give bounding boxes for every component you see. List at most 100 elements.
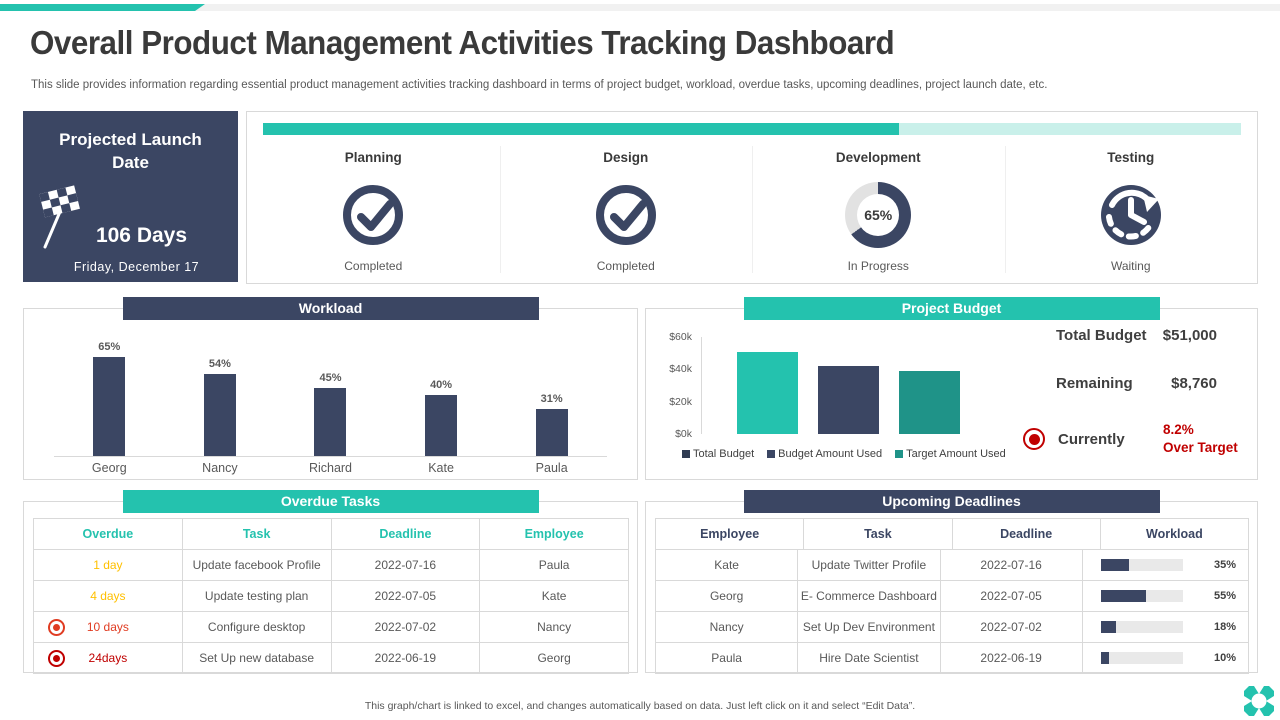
workload-bar-category: Paula <box>535 461 568 475</box>
footer-note: This graph/chart is linked to excel, and… <box>364 700 916 712</box>
stat-value: $51,000 <box>1162 327 1217 344</box>
phase-status: Completed <box>344 259 403 273</box>
deadline-cell: 2022-06-19 <box>330 643 480 673</box>
workload-bar-label: 40% <box>430 379 453 391</box>
phase-name: Testing <box>1107 150 1155 165</box>
budget-panel: Project Budget $0k $20k $40k $60k Total Bud… <box>645 297 1258 480</box>
legend-item: Total Budget <box>682 448 754 460</box>
table-header-cell: Deadline <box>951 519 1100 549</box>
legend-swatch <box>895 450 904 458</box>
phase-row: Planning Completed Design Completed Developm… <box>247 142 1257 283</box>
phase-column-testing: Testing Waiting <box>1004 142 1258 283</box>
workload-cell: 10% <box>1081 643 1248 673</box>
workload-bar <box>535 409 568 456</box>
employee-cell: Georg <box>479 643 628 673</box>
workload-percent: 55% <box>1213 590 1236 602</box>
budget-legend: Total Budget Budget Amount Used Target Amo… <box>682 448 1006 460</box>
workload-bar-label: 31% <box>540 393 563 405</box>
workload-track <box>1100 590 1183 602</box>
launch-panel-title: Projected Launch Date <box>59 130 202 172</box>
legend-swatch <box>767 450 776 458</box>
employee-cell: Nancy <box>479 612 628 642</box>
clock-icon <box>1099 171 1163 259</box>
upcoming-deadlines-table: Employee Task Deadline Workload Kate Update T… <box>655 518 1249 674</box>
workload-bar-label: 45% <box>319 372 342 384</box>
workload-fill <box>1100 621 1116 633</box>
workload-bar-group: 65% <box>79 341 139 456</box>
phase-status: In Progress <box>847 259 909 273</box>
employee-cell: Nancy <box>709 620 744 634</box>
workload-bar-category: Nancy <box>202 461 238 475</box>
over-target-value: 8.2% <box>1163 422 1194 437</box>
legend-label: Total Budget <box>693 448 755 460</box>
table-row: Kate Update Twitter Profile 2022-07-16 35% <box>656 550 1248 581</box>
employee-cell: Paula <box>711 651 742 665</box>
deadline-cell: 2022-07-05 <box>330 581 480 611</box>
workload-bar-group: 40% <box>411 379 471 456</box>
task-cell: E- Commerce Dashboard <box>797 581 939 611</box>
budget-bar <box>737 352 798 434</box>
progress-donut: 65% <box>845 171 912 259</box>
task-cell: Set Up new database <box>181 643 331 673</box>
table-row: Paula Hire Date Scientist 2022-06-19 10% <box>656 643 1248 674</box>
workload-bar <box>425 395 458 456</box>
task-cell: Hire Date Scientist <box>797 643 939 673</box>
workload-bar-group: 54% <box>190 358 250 456</box>
workload-fill <box>1100 652 1109 664</box>
launch-date-text: Friday, December 17 <box>73 260 200 274</box>
workload-bar <box>203 374 236 456</box>
page-subtitle: This slide provides information regardin… <box>31 79 1048 91</box>
employee-cell: Kate <box>714 558 739 572</box>
budget-bar <box>899 371 960 434</box>
deadline-cell: 2022-06-19 <box>939 643 1082 673</box>
y-tick-label: $20k <box>669 396 692 408</box>
overdue-tasks-header: Overdue Tasks <box>122 490 539 513</box>
top-accent-bar-teal <box>0 4 205 11</box>
legend-swatch <box>682 450 690 458</box>
brand-logo-icon <box>1242 684 1276 720</box>
table-row: 10 days Configure desktop 2022-07-02 Nancy <box>34 612 628 643</box>
deadline-cell: 2022-07-16 <box>939 550 1082 580</box>
workload-bar-label: 54% <box>208 358 231 370</box>
workload-percent: 18% <box>1213 621 1236 633</box>
legend-label: Budget Amount Used <box>778 448 883 460</box>
deadline-cell: 2022-07-02 <box>330 612 480 642</box>
task-cell: Update testing plan <box>181 581 331 611</box>
table-row: 4 days Update testing plan 2022-07-05 Kate <box>34 581 628 612</box>
workload-bar-category: Richard <box>308 461 353 475</box>
table-header-cell: Task <box>803 519 951 549</box>
phase-name: Development <box>835 150 921 165</box>
checkered-flag-icon <box>35 181 85 256</box>
phase-progress-fill <box>263 123 899 135</box>
employee-cell: Paula <box>479 550 628 580</box>
workload-bar-label: 65% <box>98 341 121 353</box>
check-circle-icon <box>594 171 658 259</box>
phase-name: Planning <box>344 150 402 165</box>
workload-bar <box>314 388 347 456</box>
record-icon <box>48 618 65 636</box>
stat-label: Remaining <box>1056 375 1133 392</box>
phase-progress-track <box>263 123 1241 135</box>
table-header-cell: Task <box>181 519 331 549</box>
deadline-cell: 2022-07-05 <box>939 581 1082 611</box>
employee-cell: Kate <box>479 581 628 611</box>
budget-chart <box>701 337 976 434</box>
over-target-status: 8.2% Over Target <box>1163 421 1245 457</box>
workload-cell: 55% <box>1081 581 1248 611</box>
table-header-row: Overdue Task Deadline Employee <box>34 519 628 550</box>
overdue-cell: 1 day <box>34 550 182 580</box>
table-row: 24days Set Up new database 2022-06-19 Georg <box>34 643 628 674</box>
phase-status: Waiting <box>1110 259 1151 273</box>
overdue-duration: 4 days <box>90 589 126 603</box>
workload-track <box>1100 621 1183 633</box>
table-row: Nancy Set Up Dev Environment 2022-07-02 18% <box>656 612 1248 643</box>
launch-days-remaining: 106 Days <box>95 224 188 247</box>
workload-cell: 35% <box>1081 550 1248 580</box>
y-tick-label: $40k <box>669 363 692 375</box>
phase-status: Completed <box>596 259 655 273</box>
progress-donut-label: 65% <box>857 194 900 236</box>
upcoming-deadlines-panel: Upcoming Deadlines Employee Task Deadline W… <box>645 490 1258 674</box>
page-title: Overall Product Management Activities Tr… <box>30 24 895 61</box>
table-row: Georg E- Commerce Dashboard 2022-07-05 55% <box>656 581 1248 612</box>
workload-bar-group: 31% <box>522 393 582 456</box>
